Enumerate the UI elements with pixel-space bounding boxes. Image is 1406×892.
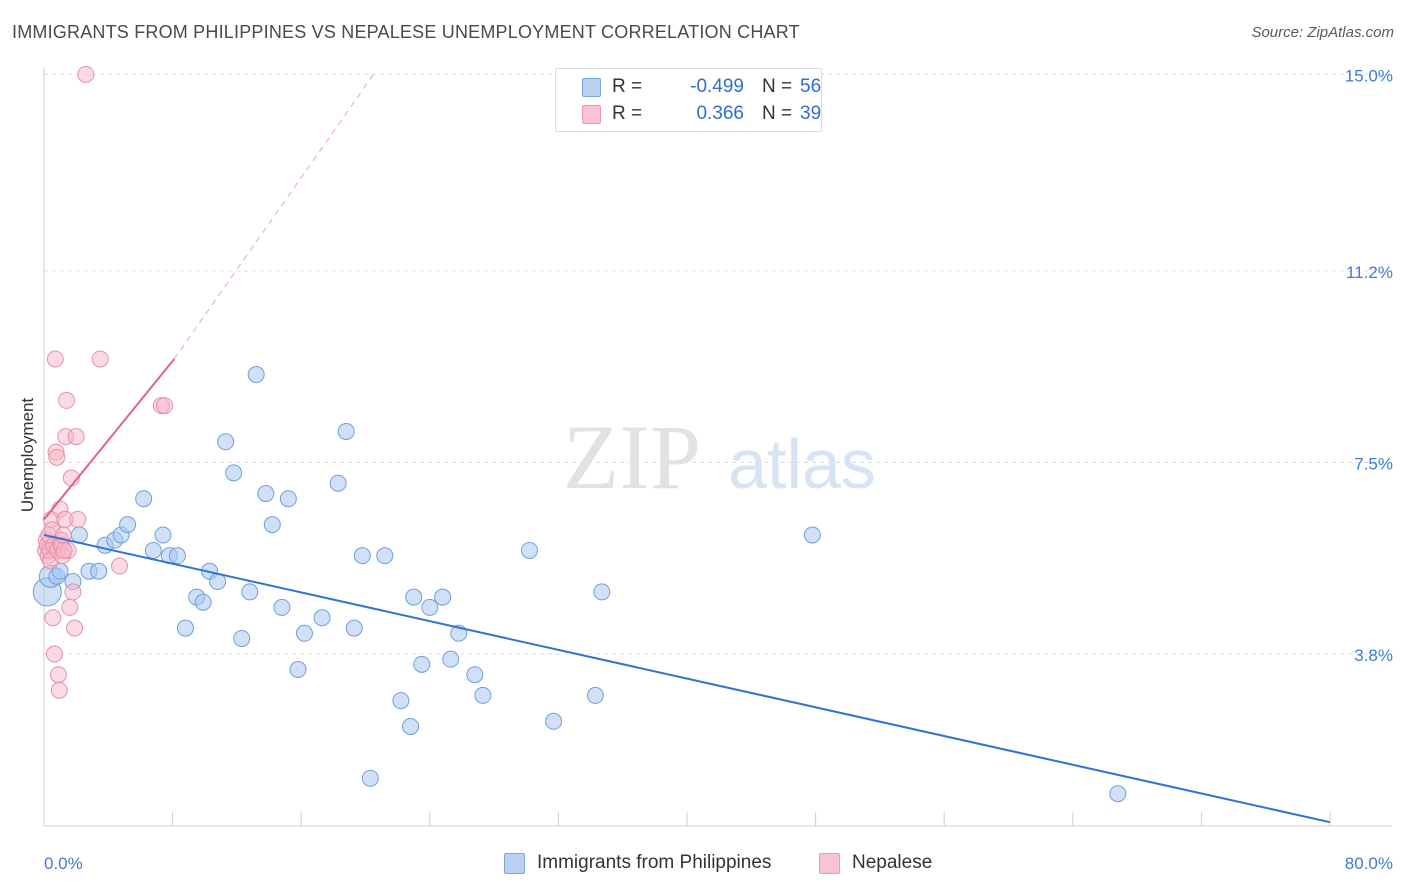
data-point-philippines bbox=[803, 526, 821, 544]
data-point-philippines bbox=[70, 526, 88, 544]
correlation-legend: R = -0.499 N = 56 R = 0.366 N = 39 bbox=[555, 68, 822, 132]
data-point-philippines bbox=[295, 624, 313, 642]
data-point-nepalese bbox=[46, 350, 64, 368]
data-point-nepalese bbox=[69, 510, 87, 528]
data-point-nepalese bbox=[156, 397, 174, 415]
data-point-philippines bbox=[593, 583, 611, 601]
chart-title: IMMIGRANTS FROM PHILIPPINES VS NEPALESE … bbox=[12, 22, 800, 42]
y-tick-label: 11.2% bbox=[1346, 263, 1393, 282]
data-point-philippines bbox=[586, 686, 604, 704]
data-point-philippines bbox=[353, 547, 371, 565]
legend-swatch-nepalese bbox=[819, 852, 840, 874]
legend-n-label: N = bbox=[762, 103, 793, 124]
data-point-philippines bbox=[402, 717, 420, 735]
watermark: ZIP atlas bbox=[563, 406, 876, 508]
data-point-philippines bbox=[405, 588, 423, 606]
data-point-nepalese bbox=[50, 681, 68, 699]
grid-lines bbox=[44, 73, 1392, 655]
legend-label-philippines: Immigrants from Philippines bbox=[537, 852, 772, 873]
series-philippines-points bbox=[32, 366, 1127, 803]
data-point-philippines bbox=[361, 769, 379, 787]
trend-extension-nepalese bbox=[173, 73, 375, 360]
axes bbox=[43, 68, 1392, 827]
watermark-zip: ZIP bbox=[563, 406, 701, 508]
data-point-philippines bbox=[474, 686, 492, 704]
x-tick-label: 80.0% bbox=[1345, 854, 1393, 873]
trend-lines bbox=[43, 73, 1331, 824]
data-point-philippines bbox=[520, 541, 538, 559]
data-point-nepalese bbox=[91, 350, 109, 368]
data-point-philippines bbox=[135, 490, 153, 508]
data-point-philippines bbox=[257, 485, 275, 503]
legend-item-nepalese[interactable]: Nepalese bbox=[819, 852, 932, 874]
data-point-nepalese bbox=[58, 391, 76, 409]
data-point-nepalese bbox=[111, 557, 129, 575]
data-point-philippines bbox=[442, 650, 460, 668]
tick-labels: 3.8% 7.5% 11.2% 15.0% 0.0% 80.0% bbox=[44, 66, 1393, 873]
data-point-nepalese bbox=[77, 65, 95, 83]
series-nepalese-points bbox=[37, 65, 174, 699]
y-tick-label: 3.8% bbox=[1354, 646, 1393, 665]
legend-item-philippines[interactable]: Immigrants from Philippines bbox=[504, 852, 771, 874]
data-point-philippines bbox=[345, 619, 363, 637]
watermark-atlas: atlas bbox=[728, 425, 876, 503]
source-credit[interactable]: Source: ZipAtlas.com bbox=[1251, 24, 1394, 41]
data-point-philippines bbox=[289, 661, 307, 679]
legend-n-value: 56 bbox=[800, 76, 822, 97]
data-point-philippines bbox=[154, 526, 172, 544]
legend-r-label: R = bbox=[612, 76, 643, 97]
data-point-philippines bbox=[247, 366, 265, 384]
legend-n-value: 39 bbox=[800, 103, 822, 124]
data-point-philippines bbox=[176, 619, 194, 637]
legend-swatch-philippines bbox=[582, 77, 601, 97]
data-point-nepalese bbox=[49, 666, 67, 684]
data-point-philippines bbox=[263, 516, 281, 534]
data-point-nepalese bbox=[66, 619, 84, 637]
legend-r-value: 0.366 bbox=[696, 103, 744, 124]
data-point-philippines bbox=[337, 422, 355, 440]
data-point-philippines bbox=[225, 464, 243, 482]
data-point-philippines bbox=[329, 474, 347, 492]
x-tick-label: 0.0% bbox=[44, 854, 83, 873]
trend-line-philippines bbox=[43, 533, 1331, 824]
data-point-philippines bbox=[194, 593, 212, 611]
data-point-nepalese bbox=[44, 609, 62, 627]
data-point-philippines bbox=[1109, 785, 1127, 803]
data-point-nepalese bbox=[45, 645, 63, 663]
data-point-philippines bbox=[313, 609, 331, 627]
data-point-philippines bbox=[279, 490, 297, 508]
legend-swatch-nepalese bbox=[582, 104, 601, 124]
data-point-nepalese bbox=[61, 598, 79, 616]
legend-label-nepalese: Nepalese bbox=[852, 852, 933, 873]
series-legend: Immigrants from Philippines Nepalese bbox=[0, 852, 1406, 878]
y-tick-label: 7.5% bbox=[1354, 455, 1393, 474]
data-point-philippines bbox=[392, 692, 410, 710]
data-point-nepalese bbox=[48, 448, 66, 466]
data-point-philippines bbox=[217, 433, 235, 451]
data-point-philippines bbox=[241, 583, 259, 601]
data-point-philippines bbox=[273, 598, 291, 616]
data-point-philippines bbox=[434, 588, 452, 606]
y-tick-label: 15.0% bbox=[1345, 66, 1393, 85]
legend-swatch-philippines bbox=[504, 852, 525, 874]
data-point-philippines bbox=[466, 666, 484, 684]
trend-line-nepalese bbox=[43, 358, 175, 521]
data-point-philippines bbox=[545, 712, 563, 730]
data-point-philippines bbox=[376, 547, 394, 565]
legend-n-label: N = bbox=[762, 76, 793, 97]
legend-r-value: -0.499 bbox=[690, 76, 744, 97]
data-point-philippines bbox=[413, 655, 431, 673]
data-point-nepalese bbox=[55, 541, 73, 559]
data-point-philippines bbox=[421, 598, 439, 616]
data-point-nepalese bbox=[64, 583, 82, 601]
data-point-philippines bbox=[144, 541, 162, 559]
data-point-nepalese bbox=[67, 428, 85, 446]
legend-r-label: R = bbox=[612, 103, 643, 124]
data-point-philippines bbox=[233, 629, 251, 647]
data-point-philippines bbox=[119, 516, 137, 534]
data-point-philippines bbox=[168, 547, 186, 565]
data-point-philippines bbox=[90, 562, 108, 580]
